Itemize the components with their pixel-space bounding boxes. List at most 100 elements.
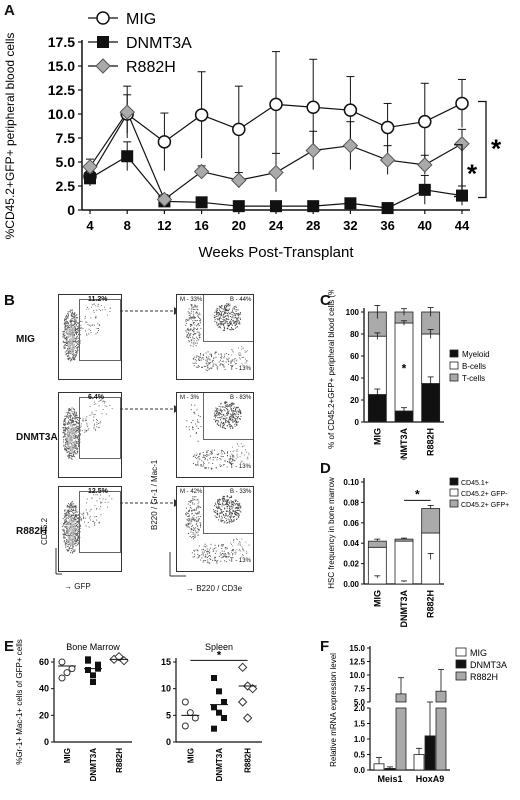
legend-label: CD45.2+ GFP- <box>461 491 508 498</box>
data-point-r882h <box>268 164 284 181</box>
legend-label: B-cells <box>462 362 486 371</box>
y-tick-label: 0.08 <box>343 498 359 507</box>
y-tick-label: 7.5 <box>56 130 76 146</box>
data-point-dnmt3a <box>344 197 357 210</box>
facs-plot-gfp <box>58 486 122 572</box>
x-tick-label: MIG <box>372 428 382 445</box>
significance-star: * <box>491 134 502 164</box>
facs-dot-cloud <box>62 399 113 460</box>
y-tick-label: 0.00 <box>343 580 359 589</box>
data-point-dnmt3a <box>221 715 227 721</box>
facs-gate <box>79 397 121 459</box>
data-point-r882h <box>119 104 135 120</box>
facs-dot-cloud <box>185 401 250 470</box>
data-point-dnmt3a <box>216 688 222 695</box>
data-point-r882h <box>114 651 124 662</box>
chart-e: 0 20 40 60 Bone Marrow MIG DNMT3A R882H 0 5 10 15 Sp… <box>15 639 262 782</box>
facs-m-percent: M - 42% <box>180 489 203 495</box>
facs-dot-cloud <box>185 303 249 372</box>
bar-segment-cd45-2-gfp- <box>394 538 414 542</box>
bar-r882h <box>435 690 447 703</box>
data-point-r882h <box>193 163 210 180</box>
facs-row-label: R882H <box>16 526 48 537</box>
facs-dot-cloud <box>185 495 250 564</box>
facs-b-percent: B - 44% <box>230 297 252 303</box>
legend-swatch <box>455 659 467 669</box>
data-point-dnmt3a <box>211 725 217 732</box>
y-tick-label: 5 <box>166 710 171 720</box>
x-tick-label: DNMT3A <box>89 748 98 782</box>
x-tick-label: R882H <box>115 748 124 773</box>
facs-x-label-right: → B220 / CD3e <box>186 584 243 593</box>
facs-gate-divider <box>203 533 253 534</box>
x-tick-label: 20 <box>232 218 246 233</box>
y-tick-label: 0 <box>355 418 360 427</box>
bar-segment-b-cells <box>421 333 441 384</box>
y-tick-label: 15.0 <box>48 58 75 74</box>
y-tick-label: 17.5 <box>48 34 75 50</box>
x-tick-label: R882H <box>426 428 436 456</box>
y-tick-label: 0 <box>67 202 75 218</box>
panel-label-c: C <box>320 292 331 309</box>
data-point-mig <box>418 114 432 129</box>
x-tick-label: MIG <box>63 748 72 763</box>
y-axis-label: HSC frequency in bone marrow <box>327 477 336 589</box>
legend-label: DNMT3A <box>470 660 507 670</box>
facs-b-percent: B - 33% <box>230 489 252 495</box>
significance-star: * <box>467 159 478 189</box>
x-tick-label: DNMT3A <box>215 748 224 782</box>
y-tick-label: 1.5 <box>354 720 366 729</box>
facs-dot-cloud <box>62 303 111 362</box>
data-point-dnmt3a <box>121 150 134 163</box>
legend-label: MIG <box>470 648 487 658</box>
facs-plot-lineage <box>176 392 254 478</box>
bar-dnmt3a <box>424 735 436 771</box>
facs-b-percent: B - 83% <box>230 395 252 401</box>
x-tick-label: 36 <box>380 218 394 233</box>
y-axis-label: Relative mRNA expression level <box>329 653 338 767</box>
x-tick-label: 28 <box>306 218 320 233</box>
significance-star: * <box>402 362 407 376</box>
bar-segment-cd45-2-gfp- <box>367 546 387 585</box>
data-point-mig <box>58 674 66 682</box>
data-point-dnmt3a <box>270 200 282 213</box>
legend-label: MIG <box>126 11 156 28</box>
x-tick-label: MIG <box>372 590 382 607</box>
legend-marker <box>96 11 110 25</box>
legend-swatch <box>455 647 467 657</box>
data-point-dnmt3a <box>85 657 91 664</box>
y-tick-label: 0 <box>44 737 49 747</box>
y-tick-label: 0.10 <box>343 478 359 487</box>
chart-a: 0 2.5 5.0 7.5 10.0 12.5 15.0 17.5 4 8 12 16 20 24 28 32… <box>3 11 502 261</box>
data-point-r882h <box>237 662 248 673</box>
y-tick-label: 1.0 <box>354 735 366 744</box>
data-point-mig <box>157 135 172 149</box>
bar-segment-cd45-2-gfp- <box>394 540 414 585</box>
data-point-dnmt3a <box>211 704 217 711</box>
panel-label-b: B <box>4 292 15 309</box>
legend-swatch <box>449 373 459 382</box>
bar-dnmt3a <box>384 768 396 771</box>
bar-r882h <box>435 707 447 771</box>
facs-plot-lineage <box>176 486 254 572</box>
facs-plot-lineage <box>176 294 254 380</box>
data-point-r882h <box>237 697 248 707</box>
data-point-mig <box>191 714 199 722</box>
facs-gate-divider <box>203 295 204 341</box>
facs-gate-divider <box>203 341 253 342</box>
facs-gate <box>79 491 121 553</box>
y-tick-label: 0.02 <box>343 560 359 569</box>
data-point-mig <box>186 709 194 717</box>
y-tick-label: 5.0 <box>56 154 76 170</box>
data-point-r882h <box>242 713 253 723</box>
data-point-r882h <box>342 137 359 154</box>
legend-swatch <box>455 671 467 681</box>
x-tick-label: R882H <box>244 748 253 773</box>
data-point-mig <box>58 658 66 666</box>
data-point-dnmt3a <box>85 667 91 673</box>
y-tick-label: 0.0 <box>354 766 366 775</box>
data-point-r882h <box>247 683 258 694</box>
data-point-dnmt3a <box>90 672 96 679</box>
data-point-dnmt3a <box>216 709 222 716</box>
x-tick-label: 44 <box>455 218 470 233</box>
